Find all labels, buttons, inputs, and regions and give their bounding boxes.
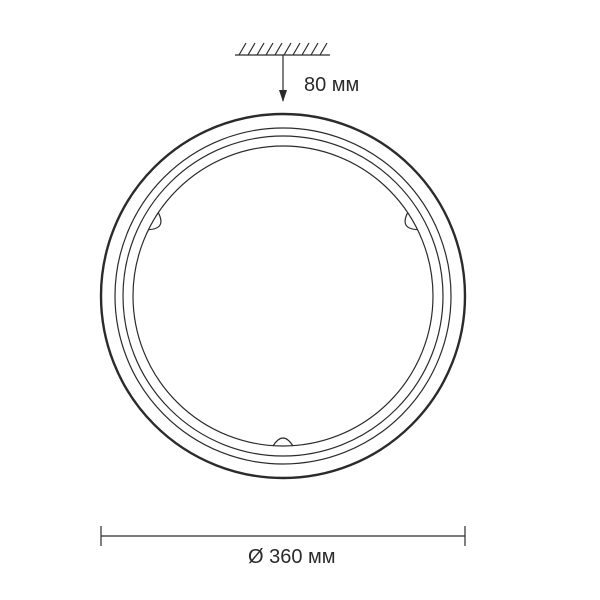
height-label: 80 мм — [304, 74, 359, 97]
diameter-label: Ø 360 мм — [248, 546, 336, 569]
dimension-drawing — [0, 0, 600, 600]
drawing-canvas: 80 мм Ø 360 мм — [0, 0, 600, 600]
